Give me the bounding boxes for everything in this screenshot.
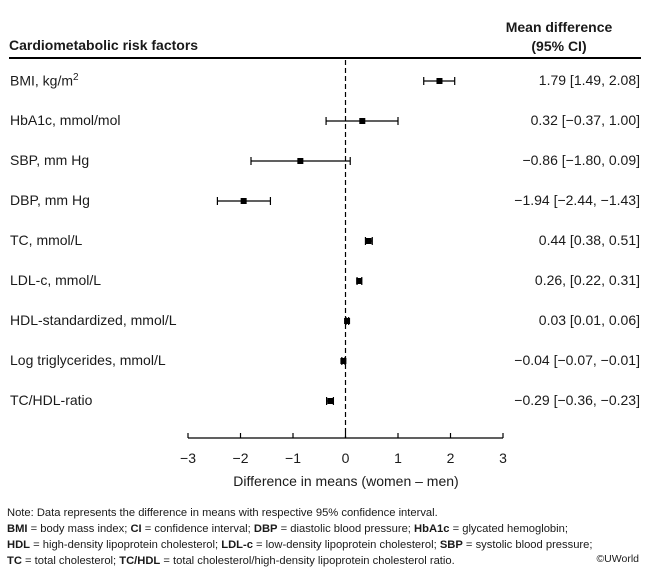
abbreviation-definition: = confidence interval; [141, 523, 254, 535]
abbreviation-definition: = high-density lipoprotein cholesterol; [30, 539, 222, 551]
point-estimate [297, 158, 304, 164]
row-label: LDL-c, mmol/L [10, 272, 101, 288]
x-axis-label: Difference in means (women – men) [233, 473, 459, 489]
row-label: HbA1c, mmol/mol [10, 112, 120, 128]
row-label-text: BMI, kg/m [10, 72, 74, 89]
row-label-text: LDL-c, mmol/L [10, 272, 102, 288]
row-label-text: SBP, mm Hg [10, 152, 90, 168]
x-tick-label: 3 [499, 450, 507, 466]
point-estimate [436, 78, 443, 84]
row-label-text: TC/HDL-ratio [10, 392, 93, 408]
footnote-abbreviation-line: HDL = high-density lipoprotein cholester… [7, 537, 592, 553]
row-label-text: TC, mmol/L [10, 232, 83, 248]
abbreviation-term: HDL [7, 539, 30, 551]
row-estimate-text: 0.32 [−0.37, 1.00] [530, 112, 640, 128]
row-estimate-text: 1.79 [1.49, 2.08] [538, 72, 640, 88]
row-estimate-text: −1.94 [−2.44, −1.43] [514, 192, 640, 208]
x-tick-label: −1 [285, 450, 301, 466]
point-estimate [240, 198, 247, 204]
abbreviation-definition: = glycated hemoglobin; [449, 523, 568, 535]
abbreviation-definition: = diastolic blood pressure; [277, 523, 415, 535]
row-label: SBP, mm Hg [10, 152, 89, 168]
abbreviation-term: LDL-c [221, 539, 253, 551]
row-label: TC, mmol/L [10, 232, 82, 248]
row-label-text: HDL-standardized, mmol/L [10, 312, 177, 328]
footnote-abbreviation-line: TC = total cholesterol; TC/HDL = total c… [7, 553, 592, 569]
row-estimate-text: −0.04 [−0.07, −0.01] [514, 352, 640, 368]
row-label: DBP, mm Hg [10, 192, 90, 208]
abbreviation-definition: = systolic blood pressure; [462, 539, 593, 551]
abbreviation-term: DBP [253, 523, 278, 535]
abbreviation-term: TC [7, 555, 22, 567]
abbreviation-definition: = body mass index; [27, 523, 131, 535]
x-tick-label: 2 [447, 450, 455, 466]
point-estimate [365, 238, 372, 244]
abbreviation-definition: = low-density lipoprotein cholesterol; [252, 539, 440, 551]
footnote-abbreviations: BMI = body mass index; CI = confidence i… [7, 521, 592, 569]
row-label: BMI, kg/m2 [10, 72, 79, 89]
abbreviation-term: HbA1c [414, 523, 450, 535]
row-label: HDL-standardized, mmol/L [10, 312, 177, 328]
copyright: ©UWorld [596, 553, 639, 565]
row-label-text: HbA1c, mmol/mol [10, 112, 121, 128]
row-estimate-text: 0.44 [0.38, 0.51] [538, 232, 640, 248]
point-estimate [344, 318, 351, 324]
row-label-text: Log triglycerides, mmol/L [10, 352, 166, 368]
abbreviation-term: TC/HDL [119, 555, 161, 567]
point-estimate [327, 398, 334, 404]
column-header-risk-factors: Cardiometabolic risk factors [9, 37, 199, 53]
point-estimate [356, 278, 363, 284]
abbreviation-definition: = total cholesterol; [21, 555, 120, 567]
x-tick-label: −2 [233, 450, 249, 466]
point-estimate [359, 118, 366, 124]
row-estimate-text: −0.86 [−1.80, 0.09] [522, 152, 640, 168]
row-estimate-text: 0.03 [0.01, 0.06] [538, 312, 640, 328]
column-header-mean-difference: Mean difference (95% CI) [479, 18, 639, 56]
abbreviation-term: CI [130, 523, 142, 535]
column-header-line2: (95% CI) [531, 38, 587, 54]
row-label: Log triglycerides, mmol/L [10, 352, 166, 368]
row-label-superscript: 2 [73, 72, 79, 83]
row-label-text: DBP, mm Hg [10, 192, 90, 208]
footnote-note: Note: Data represents the difference in … [7, 507, 438, 519]
abbreviation-term: BMI [7, 523, 28, 535]
header-divider [9, 57, 641, 59]
abbreviation-term: SBP [439, 539, 463, 551]
x-tick-label: −3 [180, 450, 196, 466]
row-estimate-text: −0.29 [−0.36, −0.23] [514, 392, 640, 408]
footnote-abbreviation-line: BMI = body mass index; CI = confidence i… [7, 521, 592, 537]
x-tick-label: 1 [394, 450, 402, 466]
row-label: TC/HDL-ratio [10, 392, 92, 408]
abbreviation-definition: = total cholesterol/high-density lipopro… [160, 555, 455, 567]
column-header-line1: Mean difference [505, 19, 613, 35]
x-tick-label: 0 [342, 450, 350, 466]
point-estimate [340, 358, 347, 364]
footnote: Note: Data represents the difference in … [7, 505, 592, 569]
row-estimate-text: 0.26, [0.22, 0.31] [534, 272, 640, 288]
